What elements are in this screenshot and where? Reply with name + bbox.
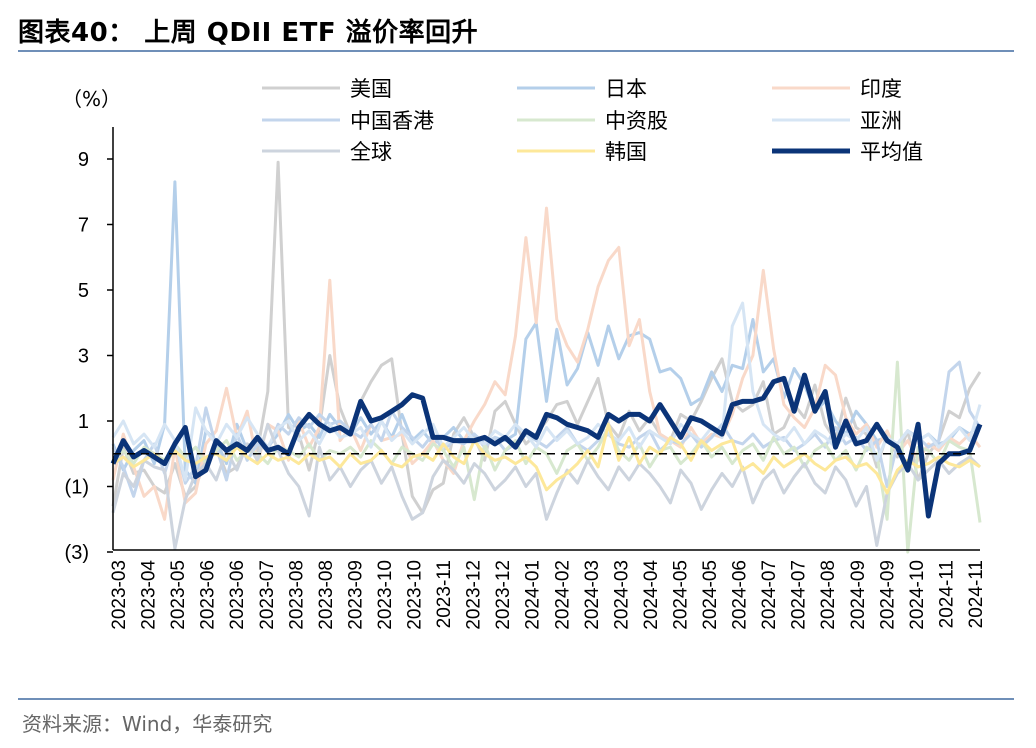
x-tick-label: 2024-11 — [936, 560, 957, 628]
line-chart: 9 7 5 3 1 (1) (3) 2023-03 2023-04 2023-05 2023-06… — [62, 77, 987, 630]
legend-label: 日本 — [605, 77, 647, 101]
x-tick-label: 2023-07 — [257, 560, 278, 630]
x-tick-label: 2024-08 — [818, 560, 839, 630]
legend-label: 全球 — [350, 140, 392, 164]
y-tick-label: (3) — [65, 542, 89, 564]
series-line — [112, 422, 981, 495]
x-tick-label: 2024-09 — [848, 560, 869, 630]
x-tick-label: 2024-02 — [552, 560, 573, 630]
x-tick-label: 2023-12 — [493, 560, 514, 630]
y-axis-ticks: 9 7 5 3 1 (1) (3) — [65, 149, 113, 564]
x-tick-label: 2024-01 — [523, 560, 544, 630]
x-tick-label: 2024-04 — [641, 560, 662, 630]
x-axis-ticks: 2023-03 2023-04 2023-05 2023-06 2023-06 2023-… — [109, 560, 987, 630]
y-tick-label: 9 — [78, 149, 89, 171]
x-tick-label: 2024-06 — [730, 560, 751, 630]
series-line — [111, 360, 982, 498]
y-tick-label: 3 — [78, 346, 89, 368]
x-tick-label: 2024-11 — [966, 560, 987, 628]
legend-label: 亚洲 — [860, 109, 902, 133]
x-tick-label: 2023-06 — [198, 560, 219, 630]
source-note: 资料来源：Wind，华泰研究 — [22, 712, 273, 736]
x-tick-label: 2023-05 — [168, 560, 189, 630]
x-tick-label: 2023-08 — [316, 560, 337, 630]
x-tick-label: 2024-03 — [582, 560, 603, 630]
x-tick-label: 2024-03 — [611, 560, 632, 630]
x-tick-label: 2024-07 — [759, 560, 780, 630]
y-tick-label: 5 — [78, 280, 89, 302]
y-tick-label: 1 — [78, 411, 89, 433]
x-tick-label: 2023-03 — [109, 560, 130, 630]
x-tick-label: 2024-10 — [907, 560, 928, 630]
page-title: 图表40： 上周 QDII ETF 溢价率回升 — [18, 18, 479, 48]
unit-label: （%） — [62, 87, 121, 111]
x-tick-label: 2024-09 — [877, 560, 898, 630]
x-tick-label: 2023-09 — [345, 560, 366, 630]
x-tick-label: 2023-04 — [139, 560, 160, 630]
x-tick-label: 2023-11 — [434, 560, 455, 628]
series-line — [110, 372, 983, 519]
y-tick-label: 7 — [78, 215, 89, 237]
legend-label: 平均值 — [860, 140, 923, 164]
legend-label: 中国香港 — [350, 109, 434, 133]
series-line — [111, 422, 982, 551]
legend-label: 韩国 — [605, 140, 647, 164]
footer-divider — [18, 698, 1014, 700]
y-tick-label: (1) — [65, 477, 89, 499]
x-tick-label: 2023-06 — [227, 560, 248, 630]
legend-label: 中资股 — [605, 109, 668, 133]
x-tick-label: 2024-07 — [789, 560, 810, 630]
title-divider — [18, 50, 1014, 52]
x-tick-label: 2023-08 — [286, 560, 307, 630]
x-tick-label: 2024-05 — [670, 560, 691, 630]
series-layer — [110, 160, 983, 554]
legend-label: 美国 — [350, 77, 392, 101]
x-tick-label: 2024-05 — [700, 560, 721, 630]
x-tick-label: 2023-10 — [375, 560, 396, 630]
x-tick-label: 2023-10 — [405, 560, 426, 630]
x-tick-label: 2023-12 — [464, 560, 485, 630]
legend-label: 印度 — [860, 77, 902, 101]
series-line — [111, 206, 982, 521]
